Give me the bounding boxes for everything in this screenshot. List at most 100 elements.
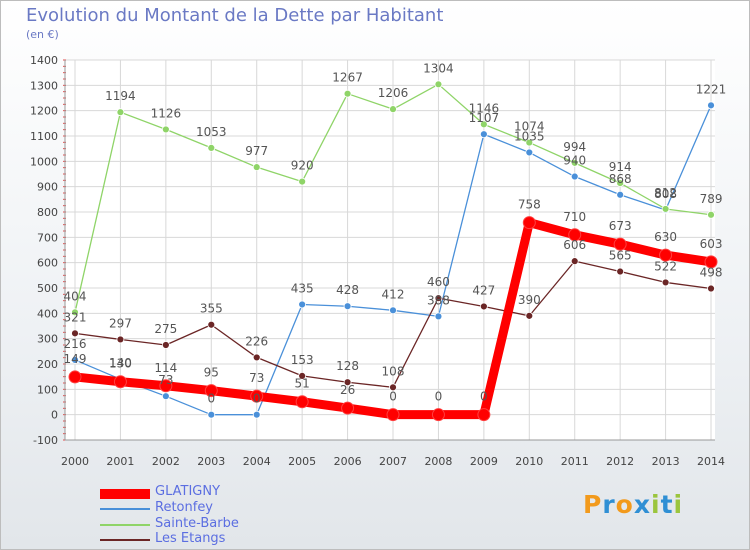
data-point-sainte-barbe <box>71 308 79 317</box>
data-point-retonfey <box>707 101 715 110</box>
data-point-les-etangs <box>707 284 715 293</box>
y-tick-label: 200 <box>37 358 58 371</box>
data-label-les-etangs: 108 <box>382 364 405 378</box>
x-tick-label: 2012 <box>606 455 634 468</box>
data-point-glatigny <box>386 408 400 422</box>
data-point-sainte-barbe <box>479 120 488 129</box>
x-tick-label: 2008 <box>424 455 452 468</box>
data-point-retonfey <box>616 190 625 199</box>
y-tick-label: 1300 <box>30 79 58 92</box>
data-label-sainte-barbe: 1206 <box>378 86 409 100</box>
y-tick-label: 1100 <box>30 130 58 143</box>
data-label-glatigny: 114 <box>154 361 177 375</box>
data-label-sainte-barbe: 977 <box>245 144 268 158</box>
data-point-retonfey <box>161 392 170 401</box>
data-label-sainte-barbe: 1126 <box>151 106 182 120</box>
data-label-les-etangs: 498 <box>700 266 723 280</box>
data-label-les-etangs: 565 <box>609 249 632 263</box>
logo-letter: r <box>602 490 616 519</box>
data-label-les-etangs: 355 <box>200 302 223 316</box>
data-point-sainte-barbe <box>616 179 625 188</box>
data-point-retonfey <box>570 172 579 181</box>
data-label-glatigny: 0 <box>389 390 397 404</box>
data-label-les-etangs: 297 <box>109 316 132 330</box>
data-label-sainte-barbe: 812 <box>654 186 677 200</box>
data-point-les-etangs <box>71 329 79 338</box>
data-point-glatigny <box>477 408 491 422</box>
x-tick-label: 2002 <box>152 455 180 468</box>
y-tick-label: 900 <box>37 181 58 194</box>
logo-letter: x <box>633 490 651 519</box>
y-tick-label: 1200 <box>30 105 58 118</box>
data-point-glatigny <box>341 401 355 415</box>
data-label-retonfey: 216 <box>64 337 87 351</box>
data-label-sainte-barbe: 789 <box>700 192 723 206</box>
chart-title: Evolution du Montant de la Dette par Hab… <box>26 5 444 26</box>
data-point-les-etangs <box>434 294 443 303</box>
data-label-sainte-barbe: 1304 <box>423 61 454 75</box>
data-point-sainte-barbe <box>389 105 397 114</box>
data-point-retonfey <box>434 312 443 321</box>
data-point-sainte-barbe <box>570 158 579 167</box>
legend-label-glatigny: GLATIGNY <box>155 484 221 499</box>
data-label-retonfey: 940 <box>563 154 586 168</box>
data-label-sainte-barbe: 1053 <box>196 125 227 139</box>
data-point-glatigny <box>113 375 127 389</box>
y-tick-label: 300 <box>37 333 58 346</box>
data-label-retonfey: 1107 <box>469 111 500 125</box>
data-point-retonfey <box>71 356 79 364</box>
y-tick-label: -100 <box>33 434 58 447</box>
data-label-sainte-barbe: 404 <box>64 289 87 303</box>
y-tick-label: 1000 <box>30 155 58 168</box>
data-point-retonfey <box>389 306 397 315</box>
legend-swatch-sainte-barbe <box>100 524 150 526</box>
data-label-glatigny: 51 <box>295 377 310 391</box>
legend-label-les-etangs: Les Etangs <box>155 531 226 546</box>
data-label-glatigny: 149 <box>64 352 87 366</box>
data-label-retonfey: 0 <box>253 392 261 406</box>
data-label-retonfey: 808 <box>654 187 677 201</box>
data-point-sainte-barbe <box>707 210 715 219</box>
legend-swatch-les-etangs <box>100 539 150 541</box>
data-point-sainte-barbe <box>525 138 534 147</box>
x-tick-label: 2000 <box>61 455 89 468</box>
legend-swatch-glatigny <box>100 489 150 499</box>
data-label-glatigny: 0 <box>480 390 488 404</box>
data-label-les-etangs: 153 <box>291 353 314 367</box>
data-point-les-etangs <box>661 278 670 287</box>
logo-letter: o <box>615 490 634 519</box>
x-tick-label: 2011 <box>561 455 589 468</box>
logo-letter: i <box>651 490 661 519</box>
data-point-sainte-barbe <box>298 177 307 186</box>
x-tick-label: 2005 <box>288 455 316 468</box>
x-tick-label: 2006 <box>334 455 362 468</box>
x-tick-label: 2004 <box>243 455 271 468</box>
legend-label-retonfey: Retonfey <box>155 500 214 515</box>
data-label-retonfey: 388 <box>427 293 450 307</box>
data-label-les-etangs: 606 <box>563 238 586 252</box>
data-point-glatigny <box>295 395 309 409</box>
data-label-retonfey: 1035 <box>514 129 545 143</box>
logo-letter: t <box>660 490 674 519</box>
data-label-glatigny: 710 <box>563 210 586 224</box>
data-label-sainte-barbe: 994 <box>563 140 586 154</box>
data-label-les-etangs: 226 <box>245 334 268 348</box>
data-label-retonfey: 0 <box>207 392 215 406</box>
data-label-glatigny: 73 <box>249 371 264 385</box>
data-point-les-etangs <box>479 302 488 311</box>
data-label-glatigny: 673 <box>609 219 632 233</box>
data-point-les-etangs <box>207 320 216 329</box>
data-point-sainte-barbe <box>252 163 261 172</box>
data-label-les-etangs: 275 <box>154 322 177 336</box>
data-label-retonfey: 140 <box>109 356 132 370</box>
data-label-retonfey: 868 <box>609 172 632 186</box>
data-point-les-etangs <box>298 372 307 380</box>
y-tick-label: 700 <box>37 231 58 244</box>
data-point-glatigny <box>568 228 582 242</box>
data-point-retonfey <box>479 130 488 139</box>
data-point-glatigny <box>659 248 673 262</box>
x-tick-label: 2003 <box>197 455 225 468</box>
data-point-les-etangs <box>116 335 125 344</box>
data-label-les-etangs: 460 <box>427 275 450 289</box>
